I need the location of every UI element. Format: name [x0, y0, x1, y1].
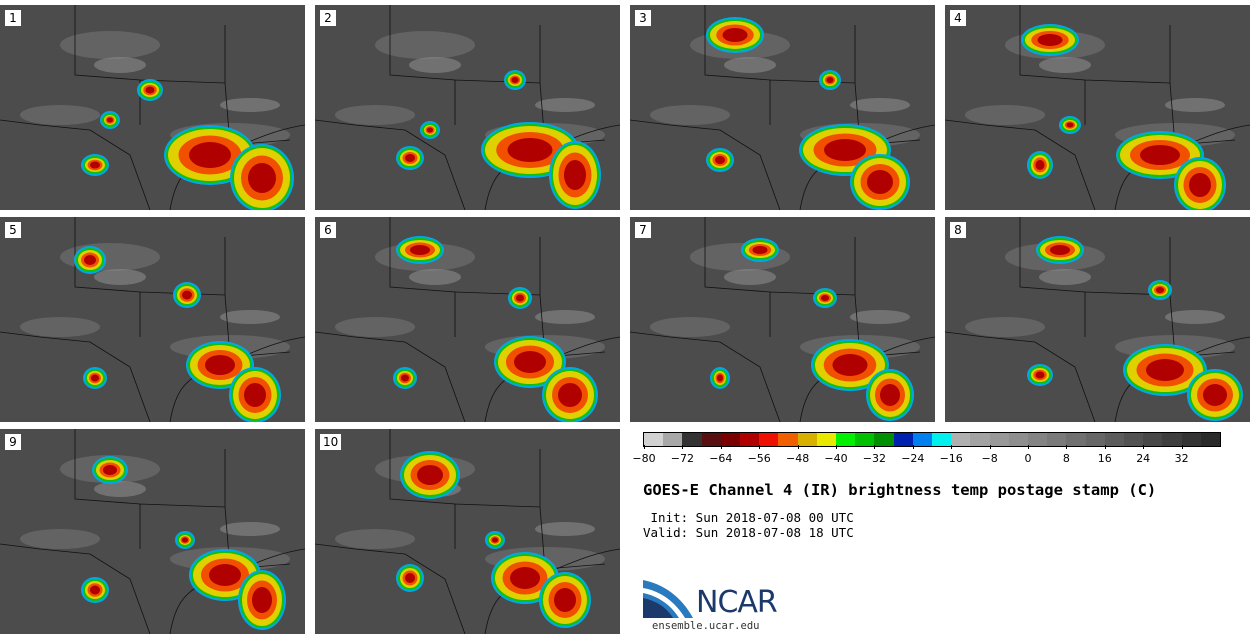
ir-satellite-map — [315, 217, 620, 422]
postage-stamp-panel: 10 — [315, 429, 620, 634]
init-time: Init: Sun 2018-07-08 00 UTC — [643, 510, 854, 525]
colorbar-tick-label: 0 — [1024, 452, 1032, 465]
colorbar-swatch — [951, 433, 971, 446]
panel-number: 5 — [5, 222, 21, 238]
colorbar-tick-label: −8 — [981, 452, 998, 465]
panel-number: 7 — [635, 222, 651, 238]
ncar-logo-text: NCAR — [696, 585, 778, 620]
ir-satellite-map — [630, 217, 935, 422]
valid-time: Valid: Sun 2018-07-08 18 UTC — [643, 525, 854, 540]
colorbar-swatch — [740, 433, 760, 446]
panel-number: 9 — [5, 434, 21, 450]
ir-satellite-map — [630, 5, 935, 210]
colorbar-tick-label: −64 — [709, 452, 733, 465]
colorbar-swatch — [932, 433, 952, 446]
colorbar-tick-mark — [1143, 445, 1145, 449]
colorbar-tick-label: −48 — [785, 452, 810, 465]
colorbar-tick-mark — [989, 445, 991, 449]
colorbar-swatch — [1104, 433, 1125, 446]
panel-number: 3 — [635, 10, 651, 26]
colorbar-tick-label: −32 — [862, 452, 886, 465]
colorbar-tick-label: 24 — [1136, 452, 1151, 465]
figure-title: GOES-E Channel 4 (IR) brightness temp po… — [643, 481, 1157, 499]
postage-stamp-panel: 8 — [945, 217, 1250, 422]
ir-satellite-map — [945, 5, 1250, 210]
panel-number: 6 — [320, 222, 336, 238]
colorbar-swatch — [1124, 433, 1144, 446]
colorbar-swatch — [663, 433, 683, 446]
colorbar-tick-label: 16 — [1097, 452, 1112, 465]
colorbar-swatch — [893, 433, 913, 446]
colorbar-tick-label: 8 — [1062, 452, 1070, 465]
colorbar-swatch — [1085, 433, 1105, 446]
colorbar-swatch — [816, 433, 837, 446]
ir-satellite-map — [0, 5, 305, 210]
panel-number: 1 — [5, 10, 21, 26]
postage-stamp-panel: 9 — [0, 429, 305, 634]
colorbar-swatch — [797, 433, 817, 446]
colorbar-swatch — [989, 433, 1009, 446]
colorbar-tick-mark — [797, 445, 799, 449]
colorbar-swatch — [759, 433, 779, 446]
colorbar-swatch — [1181, 433, 1201, 446]
ncar-logo-icon — [643, 580, 693, 618]
colorbar-tick-label: −80 — [632, 452, 656, 465]
colorbar-swatch — [1028, 433, 1048, 446]
colorbar-tick-label: 32 — [1174, 452, 1189, 465]
colorbar-swatch — [970, 433, 990, 446]
colorbar-tick-mark — [951, 445, 953, 449]
colorbar-swatch — [682, 433, 702, 446]
colorbar-tick-mark — [912, 445, 914, 449]
logo-url: ensemble.ucar.edu — [652, 620, 760, 632]
colorbar-tick-mark — [1066, 445, 1068, 449]
colorbar-ticks: −80 −72 −64 −56 −48 −40 −32 −24 −16 −8 0 8 16 24 32 — [632, 445, 1221, 467]
colorbar-tick-label: −24 — [901, 452, 925, 465]
colorbar-swatch — [701, 433, 721, 446]
colorbar-tick-label: −16 — [939, 452, 963, 465]
ir-satellite-map — [0, 429, 305, 634]
colorbar-swatch — [874, 433, 894, 446]
colorbar-tick-mark — [1181, 445, 1183, 449]
panel-number: 10 — [320, 434, 342, 450]
colorbar-tick-label: −40 — [824, 452, 848, 465]
postage-stamp-panel: 3 — [630, 5, 935, 210]
ir-satellite-map — [315, 5, 620, 210]
ir-satellite-map — [945, 217, 1250, 422]
colorbar-swatch — [1066, 433, 1086, 446]
colorbar-tick-mark — [836, 445, 837, 449]
colorbar-swatch — [778, 433, 798, 446]
colorbar-swatch — [912, 433, 933, 446]
postage-stamp-panel: 5 — [0, 217, 305, 422]
colorbar-tick-mark — [644, 445, 645, 449]
colorbar-swatch — [1008, 433, 1029, 446]
init-line: Init: Sun 2018-07-08 00 UTC — [650, 510, 854, 525]
colorbar-swatch — [855, 433, 875, 446]
ir-satellite-map — [0, 217, 305, 422]
colorbar-tick-label: −72 — [670, 452, 694, 465]
colorbar-tick-label: −56 — [747, 452, 771, 465]
postage-stamp-panel: 2 — [315, 5, 620, 210]
colorbar-tick-mark — [682, 445, 684, 449]
colorbar-swatch — [1143, 433, 1163, 446]
colorbar — [643, 432, 1221, 447]
colorbar-swatch — [1047, 433, 1067, 446]
panel-number: 4 — [950, 10, 966, 26]
panel-number: 8 — [950, 222, 966, 238]
colorbar-swatch — [720, 433, 741, 446]
postage-stamp-panel: 6 — [315, 217, 620, 422]
postage-stamp-panel: 4 — [945, 5, 1250, 210]
postage-stamp-panel: 7 — [630, 217, 935, 422]
panel-number: 2 — [320, 10, 336, 26]
ir-satellite-map — [315, 429, 620, 634]
colorbar-swatch — [1200, 433, 1221, 446]
colorbar-tick-mark — [759, 445, 761, 449]
colorbar-tick-mark — [1104, 445, 1106, 449]
colorbar-swatch — [644, 433, 664, 446]
colorbar-swatch — [1162, 433, 1182, 446]
colorbar-tick-mark — [720, 445, 722, 449]
postage-stamp-panel: 1 — [0, 5, 305, 210]
colorbar-swatch — [836, 433, 856, 446]
colorbar-tick-mark — [1028, 445, 1029, 449]
colorbar-tick-mark — [874, 445, 876, 449]
